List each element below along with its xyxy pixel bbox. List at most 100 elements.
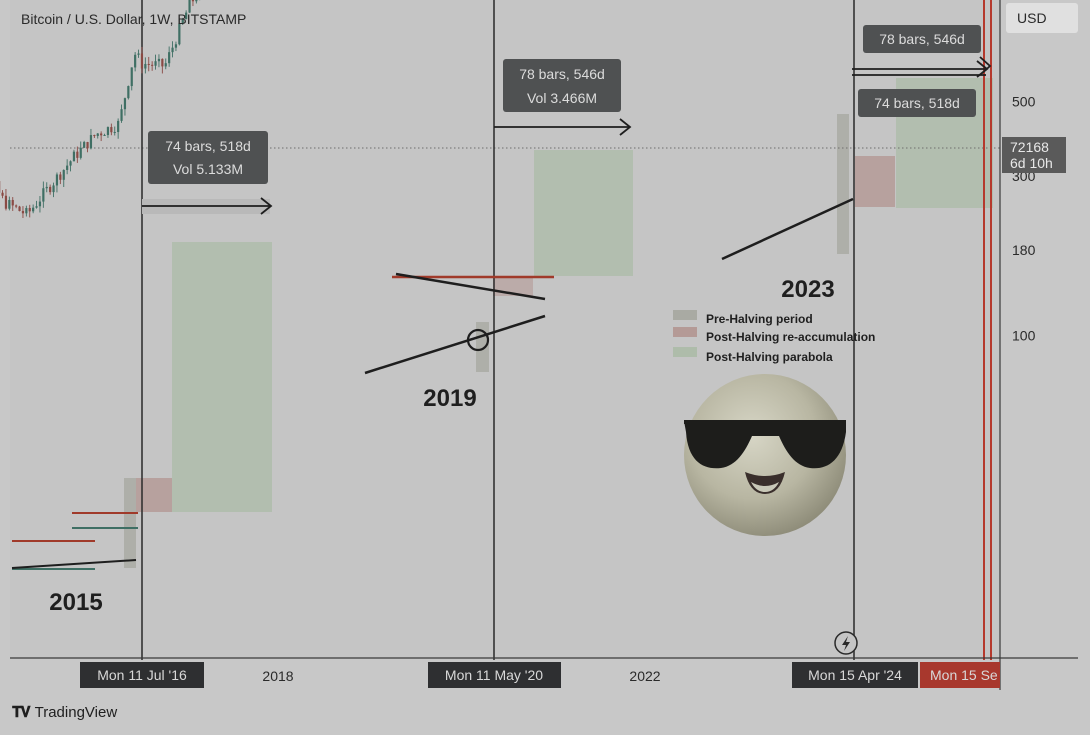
time-marker-future-label: Mon 15 Se — [930, 667, 998, 683]
candle-body — [79, 147, 82, 158]
annotation-2016[interactable]: 74 bars, 518d Vol 5.133M — [148, 131, 268, 184]
candle-body — [181, 19, 184, 24]
support-line-2023 — [721, 197, 854, 261]
time-marker-2024-label: Mon 15 Apr '24 — [808, 667, 902, 683]
tradingview-branding[interactable]: 𝐓𝐕 TradingView — [12, 704, 117, 721]
time-marker-2020-label: Mon 11 May '20 — [445, 667, 543, 683]
annotation-2024-top-line1: 78 bars, 546d — [879, 31, 965, 47]
candle-countdown: 6d 10h — [1010, 155, 1053, 171]
legend-swatch-parabola — [673, 347, 697, 357]
candle-body — [140, 53, 144, 69]
time-tick-2018: 2018 — [262, 668, 293, 684]
candle-body — [89, 135, 93, 149]
candle-body — [127, 86, 130, 99]
annotation-2024-bottom-line1: 74 bars, 518d — [874, 95, 960, 111]
candle-body — [62, 169, 65, 180]
candle-body — [25, 208, 28, 214]
legend-swatch-pre-halving — [673, 310, 697, 320]
sunglasses-emoji-icon — [684, 374, 846, 536]
support-line-2015-b — [11, 559, 137, 569]
candle-body — [168, 52, 171, 64]
price-candles — [0, 0, 201, 219]
candle-body — [130, 67, 133, 87]
halving-event-icon[interactable] — [834, 631, 858, 655]
legend-label-parabola: Post-Halving parabola — [706, 350, 833, 364]
halving-lines — [141, 0, 992, 660]
year-label-2019: 2019 — [423, 385, 476, 412]
time-marker-2016: Mon 11 Jul '16 — [80, 662, 204, 688]
candle-body — [178, 23, 181, 45]
candle-body — [151, 64, 154, 66]
candle-body — [11, 199, 14, 206]
candle-body — [113, 131, 116, 133]
candle-body — [157, 58, 161, 62]
candle-body — [147, 63, 150, 65]
candle-body — [1, 192, 4, 196]
candle-body — [72, 151, 76, 162]
tradingview-wordmark: TradingView — [34, 704, 118, 721]
currency-label: USD — [1017, 10, 1047, 26]
year-label-2015: 2015 — [49, 589, 102, 616]
annotation-2020[interactable]: 78 bars, 546d Vol 3.466M — [503, 59, 621, 112]
trend-lines — [11, 197, 854, 570]
pre-halving-zone-2024 — [837, 114, 849, 254]
price-tick-100: 100 — [1012, 327, 1036, 343]
candle-body — [100, 133, 103, 136]
reaccumulation-zone-2024 — [855, 156, 895, 207]
triangle-bottom-2019 — [364, 314, 546, 375]
pre-halving-zone-2016 — [124, 478, 136, 568]
candle-body — [28, 208, 31, 212]
annotation-2016-line1: 74 bars, 518d — [165, 138, 251, 154]
candle-body — [110, 127, 113, 133]
candle-body — [93, 135, 96, 137]
candle-body — [15, 205, 18, 207]
annotation-2016-line2: Vol 5.133M — [173, 161, 243, 177]
candle-body — [21, 211, 25, 214]
candle-body — [69, 161, 72, 166]
candle-body — [18, 206, 21, 212]
candle-body — [123, 98, 127, 110]
annotation-2024-top[interactable]: 78 bars, 546d — [863, 25, 981, 53]
price-tick-180: 180 — [1012, 242, 1036, 258]
candle-body — [137, 53, 140, 55]
measure-arrows — [142, 56, 992, 215]
tradingview-logo-icon: 𝐓𝐕 — [12, 704, 31, 721]
time-marker-2016-label: Mon 11 Jul '16 — [97, 667, 187, 683]
candle-body — [191, 0, 195, 2]
time-tick-2022: 2022 — [629, 668, 660, 684]
annotation-2020-line1: 78 bars, 546d — [519, 66, 605, 82]
current-price-value: 72168 — [1010, 139, 1049, 155]
candle-body — [35, 206, 38, 208]
time-marker-2020: Mon 11 May '20 — [428, 662, 561, 688]
candle-body — [49, 186, 52, 193]
candle-body — [164, 63, 167, 67]
candle-body — [117, 120, 120, 132]
candle-body — [185, 12, 188, 20]
candle-body — [96, 133, 99, 136]
triangle-top-2019 — [395, 272, 546, 301]
candle-body — [8, 199, 11, 209]
candle-body — [32, 207, 35, 212]
candle-body — [4, 195, 8, 209]
candle-body — [195, 0, 198, 2]
parabola-zone-2020 — [534, 150, 633, 276]
current-price-label: 72168 6d 10h — [1002, 137, 1066, 173]
candle-body — [59, 174, 62, 180]
candle-body — [66, 165, 69, 170]
candle-body — [188, 0, 191, 13]
annotation-2024-bottom[interactable]: 74 bars, 518d — [858, 89, 976, 117]
legend-label-reaccumulation: Post-Halving re-accumulation — [706, 330, 875, 344]
candle-body — [144, 63, 147, 69]
candle-body — [45, 186, 48, 189]
chart-title: Bitcoin / U.S. Dollar, 1W, BITSTAMP — [21, 11, 246, 27]
candle-body — [103, 134, 106, 136]
candle-body — [106, 127, 110, 135]
legend: Pre-Halving period Post-Halving re-accum… — [673, 310, 875, 364]
candle-body — [134, 54, 137, 68]
candle-body — [76, 151, 79, 158]
candle-body — [154, 61, 157, 66]
currency-selector[interactable]: USD — [1006, 3, 1078, 33]
time-marker-future: Mon 15 Se — [920, 662, 1000, 688]
